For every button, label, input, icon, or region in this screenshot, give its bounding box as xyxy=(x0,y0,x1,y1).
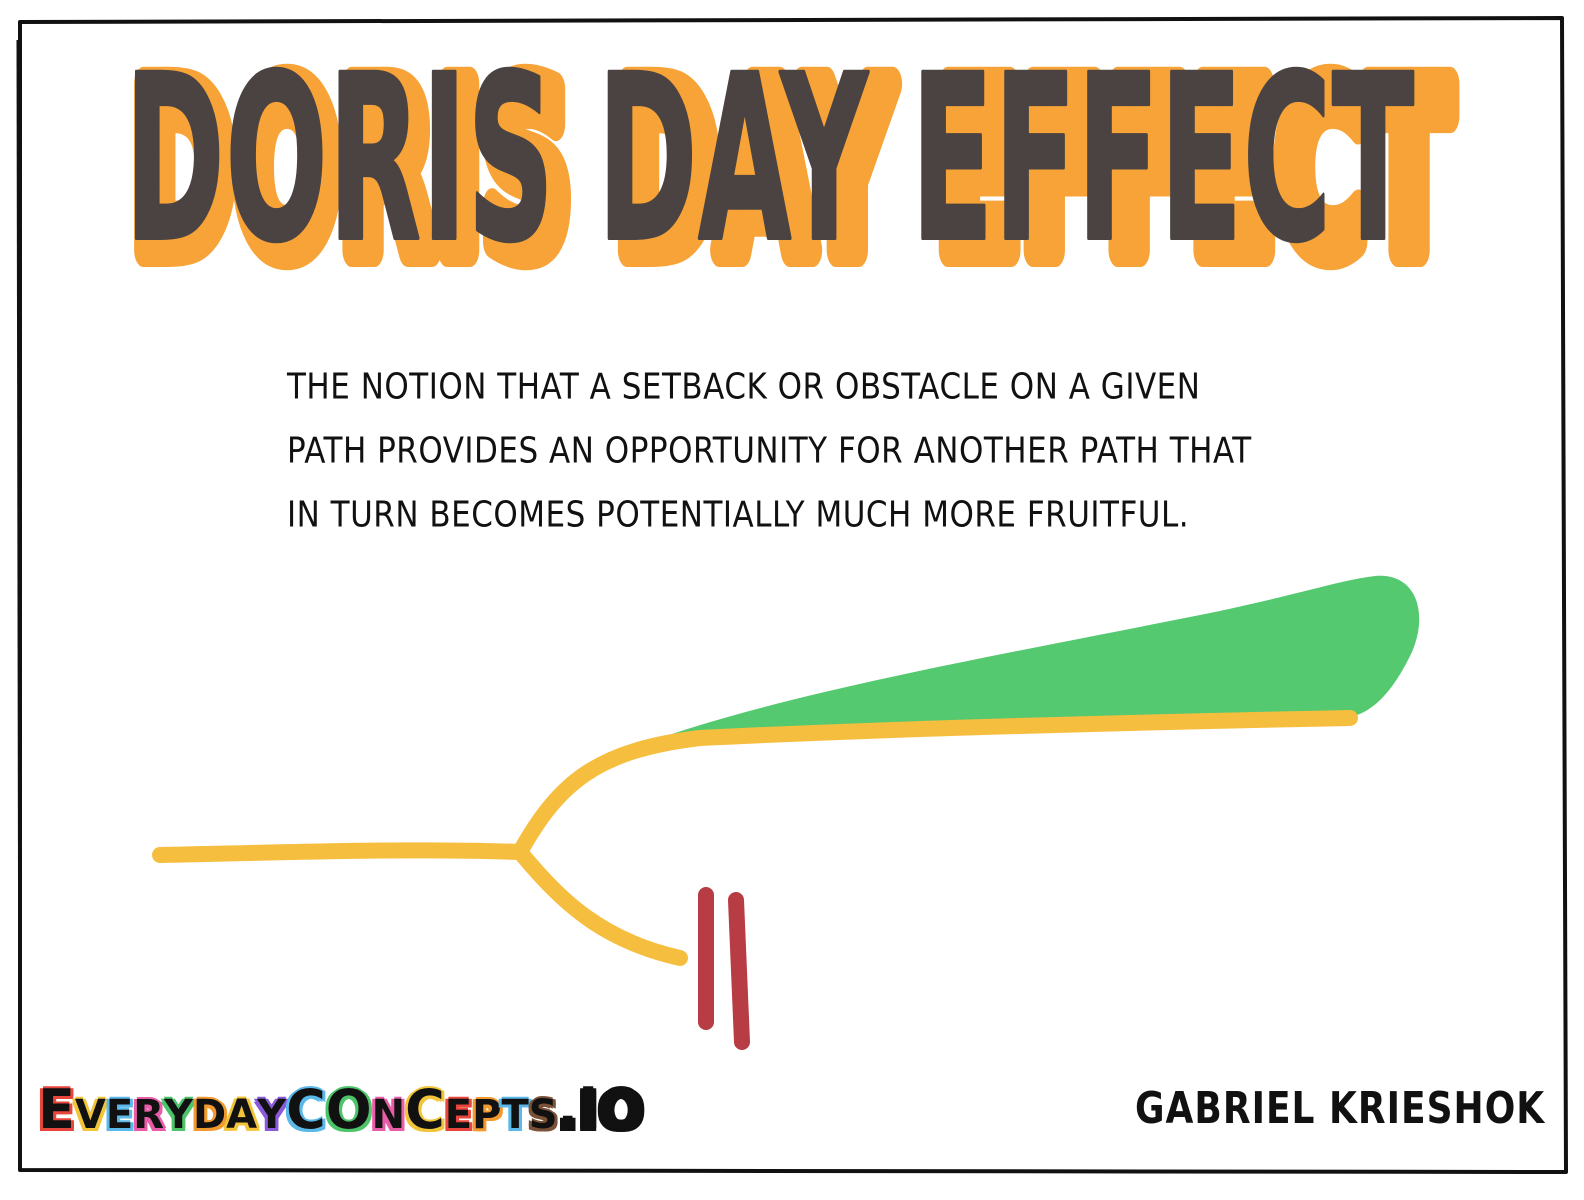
fruitful-area xyxy=(660,575,1420,738)
brand-letter: E xyxy=(105,1092,134,1138)
definition-line-1: THE NOTION THAT A SETBACK OR OBSTACLE ON… xyxy=(287,366,1201,408)
brand-letter: R xyxy=(133,1092,164,1138)
brand-letter: O xyxy=(325,1078,372,1141)
original-path xyxy=(152,842,528,863)
blocked-path xyxy=(512,844,688,966)
brand-letter: T xyxy=(501,1092,529,1138)
brand-letter: C xyxy=(286,1078,326,1141)
definition-text: THE NOTION THAT A SETBACK OR OBSTACLE ON… xyxy=(287,355,1297,547)
brand-logo: EVERYDAYCONCEPTS.IO xyxy=(38,1070,644,1150)
brand-letter: C xyxy=(405,1078,445,1141)
page-title: DORIS DAY EFFECT DORIS DAY EFFECT xyxy=(0,40,1584,300)
brand-letter: P xyxy=(472,1092,502,1138)
brand-letter: Y xyxy=(164,1092,193,1138)
brand-letter: S xyxy=(528,1092,558,1138)
brand-letter: . xyxy=(557,1078,579,1141)
brand-letter: A xyxy=(226,1092,258,1138)
brand-letter: I xyxy=(578,1078,599,1141)
definition-line-2: PATH PROVIDES AN OPPORTUNITY FOR ANOTHER… xyxy=(287,430,1252,472)
title-text: DORIS DAY EFFECT xyxy=(125,40,1415,292)
obstacle-bar-right xyxy=(728,892,750,1050)
brand-letter: V xyxy=(74,1092,106,1138)
brand-letter: O xyxy=(598,1078,645,1141)
brand-letter: E xyxy=(444,1092,473,1138)
brand-letter: Y xyxy=(257,1092,287,1138)
definition-line-3: IN TURN BECOMES POTENTIALLY MUCH MORE FR… xyxy=(287,494,1190,536)
title-outline: DORIS DAY EFFECT xyxy=(132,40,1452,300)
brand-letter: E xyxy=(38,1078,75,1141)
new-fruitful-path xyxy=(512,710,1358,860)
brand-letter: N xyxy=(371,1092,406,1138)
author-name: GABRIEL KRIESHOK xyxy=(1135,1084,1546,1134)
brand-letter: D xyxy=(192,1092,227,1138)
